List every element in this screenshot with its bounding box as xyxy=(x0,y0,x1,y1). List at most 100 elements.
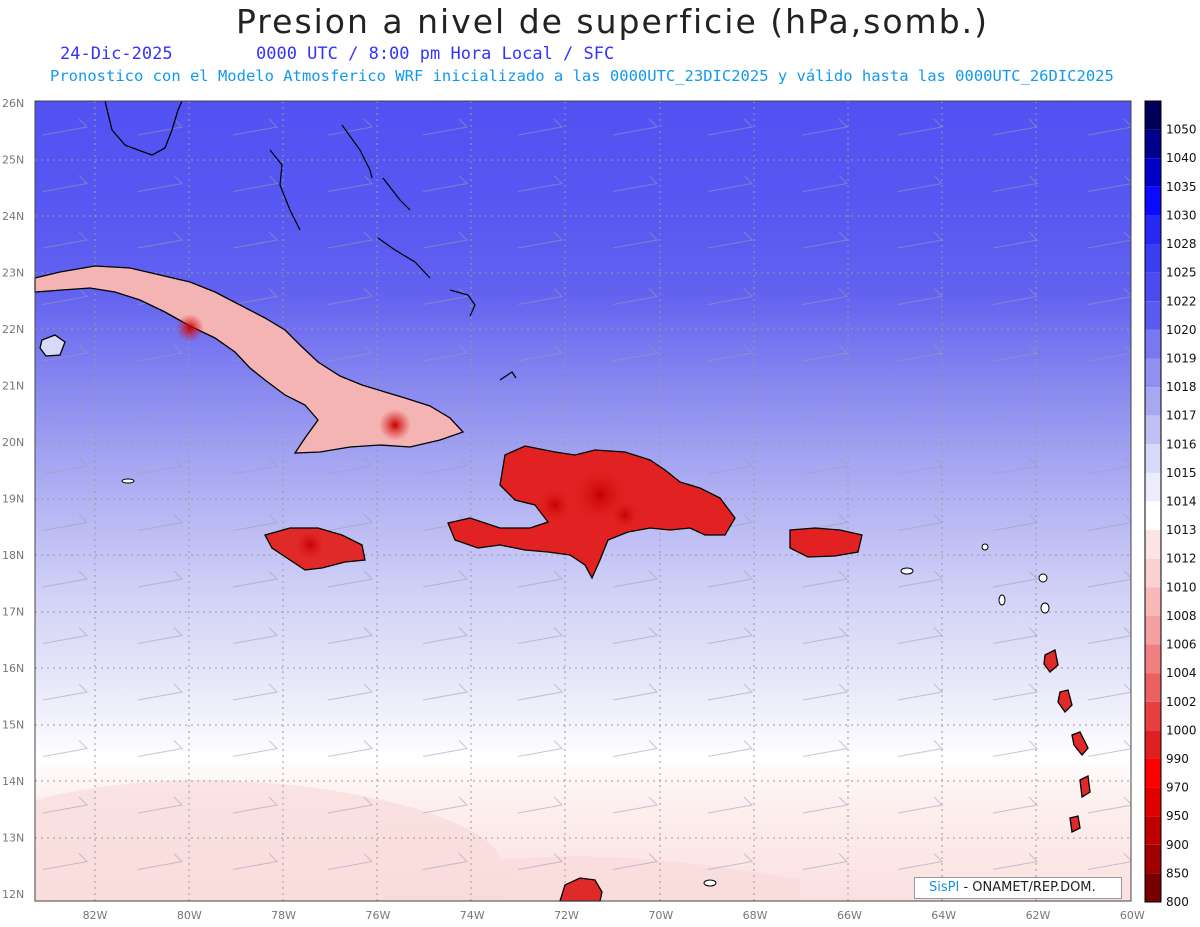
lat-label: 23N xyxy=(2,267,24,280)
colorbar-swatch xyxy=(1145,101,1161,130)
colorbar-swatch xyxy=(1145,730,1161,759)
lon-label: 74W xyxy=(460,909,485,922)
lat-label: 24N xyxy=(2,210,24,223)
colorbar-label: 1030 xyxy=(1166,208,1197,222)
lat-label: 19N xyxy=(2,493,24,506)
lon-label: 80W xyxy=(177,909,202,922)
colorbar-label: 1004 xyxy=(1166,666,1197,680)
colorbar-swatch xyxy=(1145,844,1161,874)
pressure-map: 26N 25N 24N 23N 22N 21N 20N 19N 18N 17N 16N 15N 14N 1… xyxy=(2,97,1197,922)
colorbar-swatch xyxy=(1145,329,1161,359)
st-lucia xyxy=(1079,775,1091,799)
colorbar-swatch xyxy=(1145,387,1161,416)
colorbar-label: 970 xyxy=(1166,781,1189,795)
forecast-date: 24-Dic-2025 xyxy=(60,44,173,64)
dominica xyxy=(1057,689,1073,714)
colorbar-swatch xyxy=(1145,301,1161,330)
colorbar-label: 1020 xyxy=(1166,323,1197,337)
colorbar-swatch xyxy=(1145,701,1161,731)
lat-label: 26N xyxy=(2,97,24,110)
colorbar-swatch xyxy=(1145,501,1161,531)
lon-label: 72W xyxy=(554,909,579,922)
map-title: Presion a nivel de superficie (hPa,somb.… xyxy=(235,2,990,41)
puerto-rico xyxy=(789,527,863,558)
colorbar-label: 800 xyxy=(1166,895,1189,909)
guadeloupe xyxy=(1043,649,1059,673)
colorbar-swatch xyxy=(1145,415,1161,445)
colorbar-label: 1000 xyxy=(1166,723,1197,737)
colorbar-label: 1014 xyxy=(1166,495,1197,509)
colorbar-label: 1017 xyxy=(1166,409,1197,423)
st-vincent xyxy=(1069,815,1081,833)
colorbar-label: 950 xyxy=(1166,809,1189,823)
colorbar-swatch xyxy=(1145,558,1161,588)
colorbar-label: 1013 xyxy=(1166,523,1197,537)
colorbar-label: 1040 xyxy=(1166,151,1197,165)
colorbar-label: 900 xyxy=(1166,838,1189,852)
colorbar-label: 1008 xyxy=(1166,609,1197,623)
colorbar-swatch xyxy=(1145,358,1161,388)
colorbar-swatch xyxy=(1145,873,1161,902)
forecast-time: 0000 UTC / 8:00 pm Hora Local / SFC xyxy=(256,44,615,64)
colorbar-swatch xyxy=(1145,816,1161,845)
colorbar-label: 1015 xyxy=(1166,466,1197,480)
lat-label: 18N xyxy=(2,549,24,562)
credit-org: - ONAMET/REP.DOM. xyxy=(959,880,1096,895)
lon-label: 82W xyxy=(83,909,108,922)
colorbar-label: 990 xyxy=(1166,752,1189,766)
lat-label: 14N xyxy=(2,775,24,788)
latitude-labels: 26N 25N 24N 23N 22N 21N 20N 19N 18N 17N 16N 15N 14N 1… xyxy=(2,97,24,901)
lat-label: 16N xyxy=(2,662,24,675)
lat-label: 13N xyxy=(2,832,24,845)
colorbar: 1050 1040 1035 1030 1028 1025 1022 1020 1019 1018… xyxy=(1144,100,1197,909)
colorbar-label: 1050 xyxy=(1166,123,1197,137)
colorbar-label: 1022 xyxy=(1166,294,1197,308)
lon-label: 78W xyxy=(271,909,296,922)
colorbar-swatch xyxy=(1145,644,1161,674)
colorbar-label: 1016 xyxy=(1166,437,1197,451)
colorbar-swatch xyxy=(1145,215,1161,245)
colorbar-swatch xyxy=(1145,129,1161,159)
colorbar-label: 1028 xyxy=(1166,237,1197,251)
lat-label: 21N xyxy=(2,380,24,393)
colorbar-label: 1025 xyxy=(1166,266,1197,280)
colorbar-label: 850 xyxy=(1166,866,1189,880)
colorbar-label: 1012 xyxy=(1166,552,1197,566)
lat-label: 15N xyxy=(2,719,24,732)
colorbar-swatch xyxy=(1145,444,1161,473)
lat-label: 22N xyxy=(2,323,24,336)
bahamas xyxy=(269,124,517,381)
lat-label: 17N xyxy=(2,606,24,619)
lon-label: 64W xyxy=(931,909,956,922)
colorbar-swatch xyxy=(1145,244,1161,273)
colorbar-frame xyxy=(1144,100,1162,903)
credit-box: SisPI - ONAMET/REP.DOM. xyxy=(914,877,1122,899)
colorbar-swatch xyxy=(1145,530,1161,559)
lon-label: 62W xyxy=(1026,909,1051,922)
colorbar-label: 1002 xyxy=(1166,695,1197,709)
lon-label: 66W xyxy=(837,909,862,922)
colorbar-swatch xyxy=(1145,673,1161,702)
lon-label: 60W xyxy=(1120,909,1145,922)
longitude-labels: 82W 80W 78W 76W 74W 72W 70W 68W 66W 64W 62W 60W xyxy=(83,909,1145,922)
lat-label: 25N xyxy=(2,154,24,167)
florida-coast xyxy=(104,100,183,156)
colorbar-label: 1010 xyxy=(1166,580,1197,594)
forecast-note: Pronostico con el Modelo Atmosferico WRF… xyxy=(50,67,1114,85)
colorbar-swatch xyxy=(1145,587,1161,616)
colorbar-swatch xyxy=(1145,158,1161,187)
lat-label: 12N xyxy=(2,888,24,901)
colorbar-swatch xyxy=(1145,787,1161,817)
lon-label: 76W xyxy=(365,909,390,922)
small-islands xyxy=(121,478,1050,887)
colorbar-swatch xyxy=(1145,272,1161,302)
lon-label: 70W xyxy=(648,909,673,922)
map-frame xyxy=(34,100,1132,902)
martinique xyxy=(1071,731,1089,757)
lon-label: 68W xyxy=(743,909,768,922)
credit-brand: SisPI xyxy=(929,880,960,895)
colorbar-swatch xyxy=(1145,472,1161,502)
isla-juventud xyxy=(39,334,66,357)
colorbar-swatch xyxy=(1145,758,1161,788)
colorbar-label: 1018 xyxy=(1166,380,1197,394)
